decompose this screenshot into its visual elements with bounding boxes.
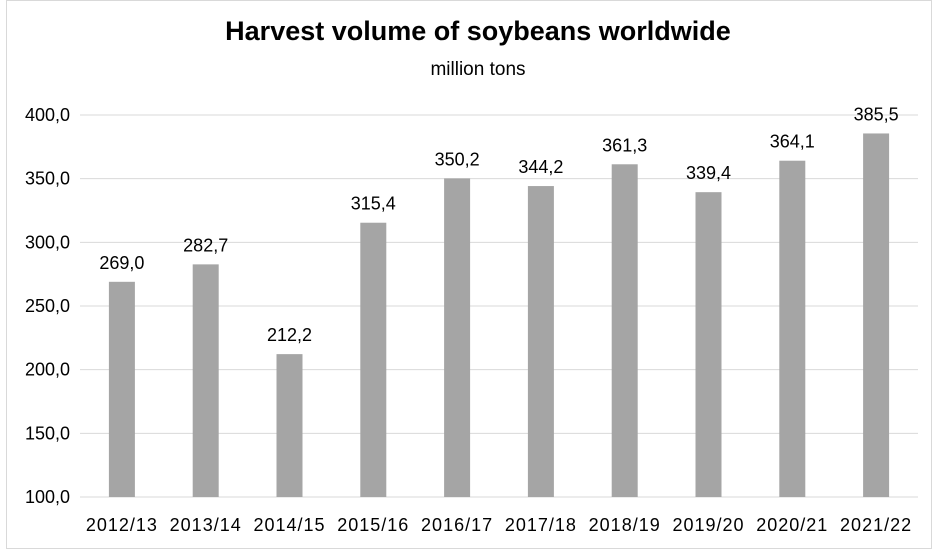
bar — [444, 178, 471, 498]
data-label: 212,2 — [267, 325, 312, 345]
data-label: 350,2 — [435, 149, 480, 169]
y-tick-label: 400,0 — [25, 105, 70, 125]
data-label: 385,5 — [854, 104, 899, 124]
bar — [695, 192, 722, 497]
x-tick-label: 2012/13 — [86, 515, 158, 535]
x-tick-label: 2018/19 — [589, 515, 661, 535]
chart-subtitle: million tons — [430, 59, 525, 80]
x-tick-label: 2019/20 — [672, 515, 744, 535]
bar — [863, 133, 890, 498]
gridlines — [80, 114, 918, 498]
data-label: 282,7 — [183, 235, 228, 255]
data-label: 269,0 — [99, 253, 144, 273]
bar — [192, 264, 219, 497]
chart-title: Harvest volume of soybeans worldwide — [225, 16, 731, 46]
y-tick-label: 200,0 — [25, 360, 70, 380]
x-tick-label: 2014/15 — [253, 515, 325, 535]
x-tick-label: 2016/17 — [421, 515, 493, 535]
x-tick-label: 2017/18 — [505, 515, 577, 535]
x-tick-label: 2013/14 — [170, 515, 242, 535]
y-tick-label: 250,0 — [25, 296, 70, 316]
bar — [611, 164, 638, 497]
bars — [108, 133, 890, 498]
y-tick-label: 150,0 — [25, 423, 70, 443]
data-label: 344,2 — [518, 157, 563, 177]
bar — [108, 281, 135, 497]
bar — [527, 186, 554, 497]
y-tick-label: 100,0 — [25, 487, 70, 507]
data-label: 315,4 — [351, 194, 396, 214]
x-tick-label: 2021/22 — [840, 515, 912, 535]
data-label: 364,1 — [770, 132, 815, 152]
x-tick-label: 2015/16 — [337, 515, 409, 535]
data-labels: 269,0 282,7 212,2 315,4 350,2 344,2 361,3 339,4… — [99, 104, 898, 345]
bar — [276, 354, 303, 497]
y-tick-label: 300,0 — [25, 232, 70, 252]
y-axis-ticks: 100,0 150,0 200,0 250,0 300,0 350,0 400,0 — [25, 105, 70, 507]
x-tick-label: 2020/21 — [756, 515, 828, 535]
bar — [360, 222, 387, 497]
x-axis-ticks: 2012/13 2013/14 2014/15 2015/16 2016/17 2017/… — [86, 515, 912, 535]
bar — [779, 160, 806, 498]
y-tick-label: 350,0 — [25, 169, 70, 189]
data-label: 339,4 — [686, 163, 731, 183]
data-label: 361,3 — [602, 135, 647, 155]
